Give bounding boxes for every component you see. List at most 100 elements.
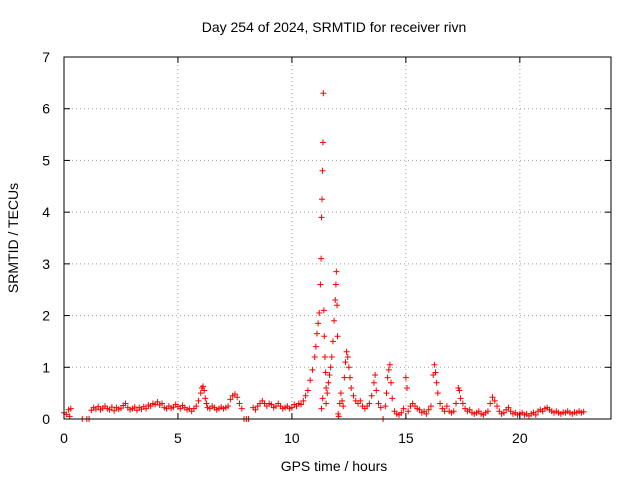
plot-frame xyxy=(63,56,612,420)
data-point xyxy=(453,400,460,407)
data-point xyxy=(177,405,184,412)
data-point xyxy=(231,391,238,398)
data-point xyxy=(455,384,462,391)
data-point xyxy=(347,374,354,381)
data-point xyxy=(423,410,430,417)
data-points xyxy=(61,90,587,422)
data-point xyxy=(466,406,473,413)
data-point xyxy=(383,390,390,397)
data-point xyxy=(345,364,352,371)
y-tick-label: 3 xyxy=(42,256,50,272)
data-point xyxy=(304,387,311,394)
data-point xyxy=(227,396,234,403)
data-point xyxy=(580,408,587,415)
data-point xyxy=(288,404,295,411)
data-point xyxy=(405,408,412,415)
x-tick-label: 5 xyxy=(174,430,182,446)
chart-title: Day 254 of 2024, SRMTID for receiver riv… xyxy=(202,19,467,35)
data-point xyxy=(319,167,326,174)
data-point xyxy=(319,395,326,402)
y-tick-label: 1 xyxy=(42,359,50,375)
data-point xyxy=(487,400,494,407)
data-point xyxy=(342,359,349,366)
data-point xyxy=(317,281,324,288)
data-point xyxy=(382,403,389,410)
data-point xyxy=(532,411,539,418)
data-point xyxy=(389,395,396,402)
data-point xyxy=(67,405,74,412)
data-point xyxy=(335,413,342,420)
data-point xyxy=(366,400,373,407)
data-point xyxy=(432,369,439,376)
data-point xyxy=(234,394,241,401)
data-point xyxy=(457,395,464,402)
data-point xyxy=(384,374,391,381)
data-point xyxy=(236,400,243,407)
y-tick-label: 2 xyxy=(42,308,50,324)
data-point xyxy=(315,320,322,327)
data-point xyxy=(302,392,309,399)
data-point xyxy=(348,384,355,391)
data-point xyxy=(324,390,331,397)
data-point xyxy=(431,361,438,368)
axis-ticks: 0 5 10 15 20 0 1 2 3 4 5 6 7 xyxy=(42,49,611,446)
data-point xyxy=(404,384,411,391)
data-point xyxy=(456,387,463,394)
data-point xyxy=(252,406,259,413)
data-point xyxy=(318,255,325,262)
data-point xyxy=(332,281,339,288)
data-point xyxy=(327,364,334,371)
x-axis-label: GPS time / hours xyxy=(281,458,388,474)
data-point xyxy=(202,395,209,402)
data-point xyxy=(357,397,364,404)
data-point xyxy=(318,405,325,412)
data-point xyxy=(225,403,232,410)
data-point xyxy=(489,394,496,401)
data-point xyxy=(159,400,166,407)
data-point xyxy=(398,409,405,416)
data-point xyxy=(344,353,351,360)
data-point xyxy=(311,353,318,360)
data-point xyxy=(341,374,348,381)
data-point xyxy=(370,379,377,386)
data-point xyxy=(385,366,392,373)
data-point xyxy=(323,384,330,391)
grid-lines xyxy=(64,57,611,419)
data-point xyxy=(238,405,245,412)
data-point xyxy=(322,369,329,376)
data-point xyxy=(300,397,307,404)
data-point xyxy=(443,403,450,410)
data-point xyxy=(319,196,326,203)
data-point xyxy=(334,333,341,340)
data-point xyxy=(143,405,150,412)
data-point xyxy=(321,333,328,340)
data-point xyxy=(108,404,115,411)
y-tick-label: 0 xyxy=(42,411,50,427)
data-point xyxy=(340,403,347,410)
data-point xyxy=(337,390,344,397)
x-tick-label: 20 xyxy=(512,430,528,446)
data-point xyxy=(368,392,375,399)
data-point xyxy=(375,400,382,407)
y-axis-label: SRMTID / TECUs xyxy=(5,183,21,293)
data-point xyxy=(373,387,380,394)
data-point xyxy=(388,379,395,386)
data-point xyxy=(313,330,320,337)
data-point xyxy=(131,404,138,411)
data-point xyxy=(434,390,441,397)
data-point xyxy=(319,139,326,146)
y-tick-label: 7 xyxy=(42,49,50,65)
data-point xyxy=(154,398,161,405)
data-point xyxy=(500,409,507,416)
data-point xyxy=(111,407,118,414)
data-point xyxy=(425,406,432,413)
x-tick-label: 10 xyxy=(284,430,300,446)
data-point xyxy=(268,401,275,408)
data-point xyxy=(122,400,129,407)
data-point xyxy=(312,343,319,350)
x-tick-label: 15 xyxy=(398,430,414,446)
y-tick-label: 4 xyxy=(42,204,50,220)
data-point xyxy=(331,317,338,324)
